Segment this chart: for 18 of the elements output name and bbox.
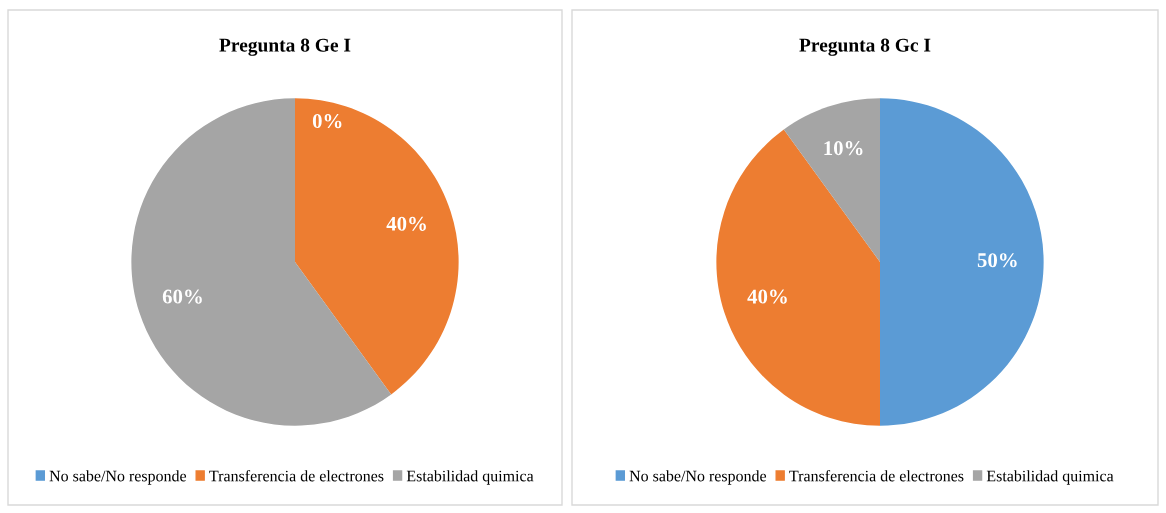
text: 0% — [312, 114, 342, 129]
data-label: 10% — [824, 141, 863, 156]
pie-slice — [716, 129, 880, 426]
pie-slice — [880, 98, 1044, 426]
legend-label: No sabe/No responde — [49, 470, 187, 485]
legend-label: Transferencia de electrones — [789, 469, 964, 482]
data-label: 40% — [386, 216, 426, 231]
legend-label: Estabilidad quimica — [986, 470, 1114, 485]
chart-title: Pregunta 8 Ge I — [219, 38, 351, 56]
data-label: 50% — [977, 253, 1017, 268]
legend-label: Estabilidad quimica — [406, 470, 534, 485]
data-label: 40% — [747, 289, 787, 304]
chart-title: Pregunta 8 Gc I — [799, 38, 931, 56]
data-label: 60% — [162, 289, 202, 304]
legend-label: Transferencia de electrones — [209, 469, 384, 482]
pie-slice — [783, 98, 880, 262]
legend-label: No sabe/No responde — [629, 470, 767, 485]
pie-slice — [295, 98, 459, 395]
